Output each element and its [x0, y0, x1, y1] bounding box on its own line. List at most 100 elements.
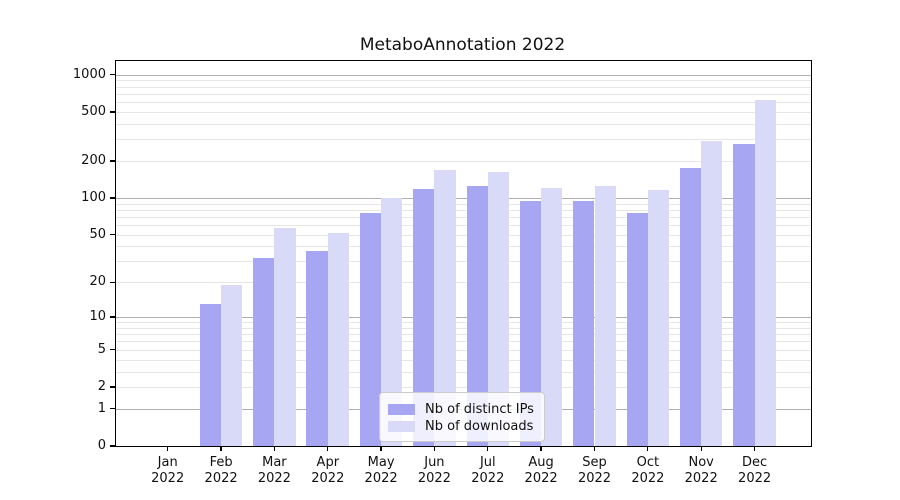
bar-ips-jul [466, 186, 488, 446]
bar-downloads-aug [541, 188, 563, 446]
bar-ips-aug [519, 200, 542, 446]
x-tick-label-oct: Oct 2022 [631, 455, 665, 486]
bar-downloads-mar [274, 227, 296, 446]
x-tick-label-apr: Apr 2022 [311, 455, 345, 486]
bar-downloads-jun [434, 169, 456, 446]
y-tick-mark-2 [109, 386, 115, 388]
y-tick-mark-1 [109, 408, 115, 410]
x-tick-mark-dec [753, 446, 756, 451]
x-tick-mark-jun [433, 446, 436, 451]
y-tick-mark-200 [109, 160, 115, 162]
gridline-80 [116, 209, 811, 211]
bar-ips-oct [626, 213, 648, 446]
gridline-3 [116, 371, 811, 373]
legend-item-0: Nb of distinct IPs [388, 401, 536, 417]
x-tick-mark-apr [327, 446, 329, 451]
y-tick-mark-0 [109, 445, 115, 447]
gridline-6 [116, 341, 811, 343]
legend-item-1: Nb of downloads [388, 418, 536, 434]
gridline-900 [116, 80, 811, 82]
y-tick-label-0: 0 [97, 438, 106, 453]
y-tick-mark-5 [109, 349, 115, 351]
legend: Nb of distinct IPs Nb of downloads [379, 392, 545, 442]
bar-downloads-may [381, 198, 403, 446]
y-tick-mark-50 [109, 234, 115, 236]
gridline-4 [116, 359, 811, 361]
x-tick-mark-feb [220, 446, 222, 451]
plot-area: Nb of distinct IPs Nb of downloads 0 1 2 5 10… [73, 60, 812, 486]
bar-ips-jun [413, 189, 435, 446]
gridline-5 [116, 349, 811, 351]
y-tick-label-1: 1 [97, 400, 106, 416]
bar-downloads-dec [754, 100, 776, 446]
bar-downloads-feb [221, 285, 243, 446]
bar-ips-mar [253, 258, 275, 446]
x-tick-label-aug: Aug 2022 [524, 455, 558, 486]
bar-downloads-sep [594, 185, 616, 446]
gridline-30 [116, 261, 811, 263]
x-tick-mark-sep [593, 446, 596, 451]
bar-ips-sep [573, 201, 595, 446]
gridline-100 [116, 198, 811, 199]
x-tick-label-jun: Jun 2022 [417, 455, 451, 486]
y-tick-label-2: 2 [97, 379, 106, 394]
gridline-200 [116, 161, 811, 162]
chart-title: MetaboAnnotation 2022 [359, 35, 566, 55]
x-tick-label-jan: Jan 2022 [151, 455, 185, 486]
y-tick-label-1000: 1000 [72, 66, 106, 82]
y-tick-label-100: 100 [81, 190, 106, 205]
y-tick-label-200: 200 [81, 153, 106, 168]
gridline-500 [116, 111, 811, 113]
bar-ips-apr [306, 250, 328, 446]
gridline-400 [116, 123, 811, 125]
bar-downloads-jul [487, 172, 510, 446]
y-tick-mark-1000 [109, 74, 115, 76]
bar-ips-feb [199, 304, 222, 446]
bar-ips-may [359, 213, 382, 446]
x-tick-mark-aug [540, 446, 542, 451]
gridline-8 [116, 327, 811, 329]
x-tick-mark-mar [273, 446, 276, 451]
bar-ips-dec [733, 144, 755, 446]
gridline-20 [116, 282, 811, 284]
bar-downloads-apr [327, 232, 350, 446]
gridline-7 [116, 334, 811, 336]
y-tick-mark-500 [109, 111, 115, 113]
x-tick-mark-nov [700, 446, 702, 451]
bar-downloads-oct [647, 190, 670, 446]
gridline-2 [116, 387, 811, 388]
x-tick-label-dec: Dec 2022 [738, 455, 772, 486]
legend-label-0: Nb of distinct IPs [425, 401, 534, 417]
gridline-50 [116, 234, 811, 236]
x-tick-label-nov: Nov 2022 [684, 455, 718, 486]
gridline-600 [116, 102, 811, 104]
x-tick-mark-oct [647, 446, 649, 451]
gridline-40 [116, 246, 811, 248]
x-tick-label-may: May 2022 [364, 455, 398, 486]
legend-swatch-1 [388, 420, 415, 432]
bar-downloads-nov [701, 141, 723, 446]
y-tick-label-500: 500 [81, 103, 106, 119]
y-tick-mark-100 [109, 197, 115, 199]
gridline-60 [116, 225, 811, 227]
gridline-700 [116, 93, 811, 95]
x-tick-label-sep: Sep 2022 [577, 455, 612, 486]
gridline-10 [116, 317, 811, 319]
y-tick-label-10: 10 [89, 309, 106, 325]
legend-label-1: Nb of downloads [425, 418, 534, 434]
y-tick-label-20: 20 [89, 274, 106, 290]
gridline-9 [116, 322, 811, 324]
x-tick-mark-jul [487, 446, 489, 451]
gridline-90 [116, 203, 811, 205]
y-tick-label-5: 5 [97, 341, 106, 357]
y-tick-mark-10 [109, 316, 115, 318]
x-tick-mark-jan [167, 446, 169, 451]
gridline-70 [116, 216, 811, 218]
x-tick-label-jul: Jul 2022 [471, 455, 505, 486]
y-tick-label-50: 50 [89, 226, 106, 242]
y-tick-mark-20 [109, 281, 115, 284]
gridline-1000 [116, 74, 811, 76]
x-tick-label-mar: Mar 2022 [257, 455, 291, 486]
gridline-300 [116, 139, 811, 141]
